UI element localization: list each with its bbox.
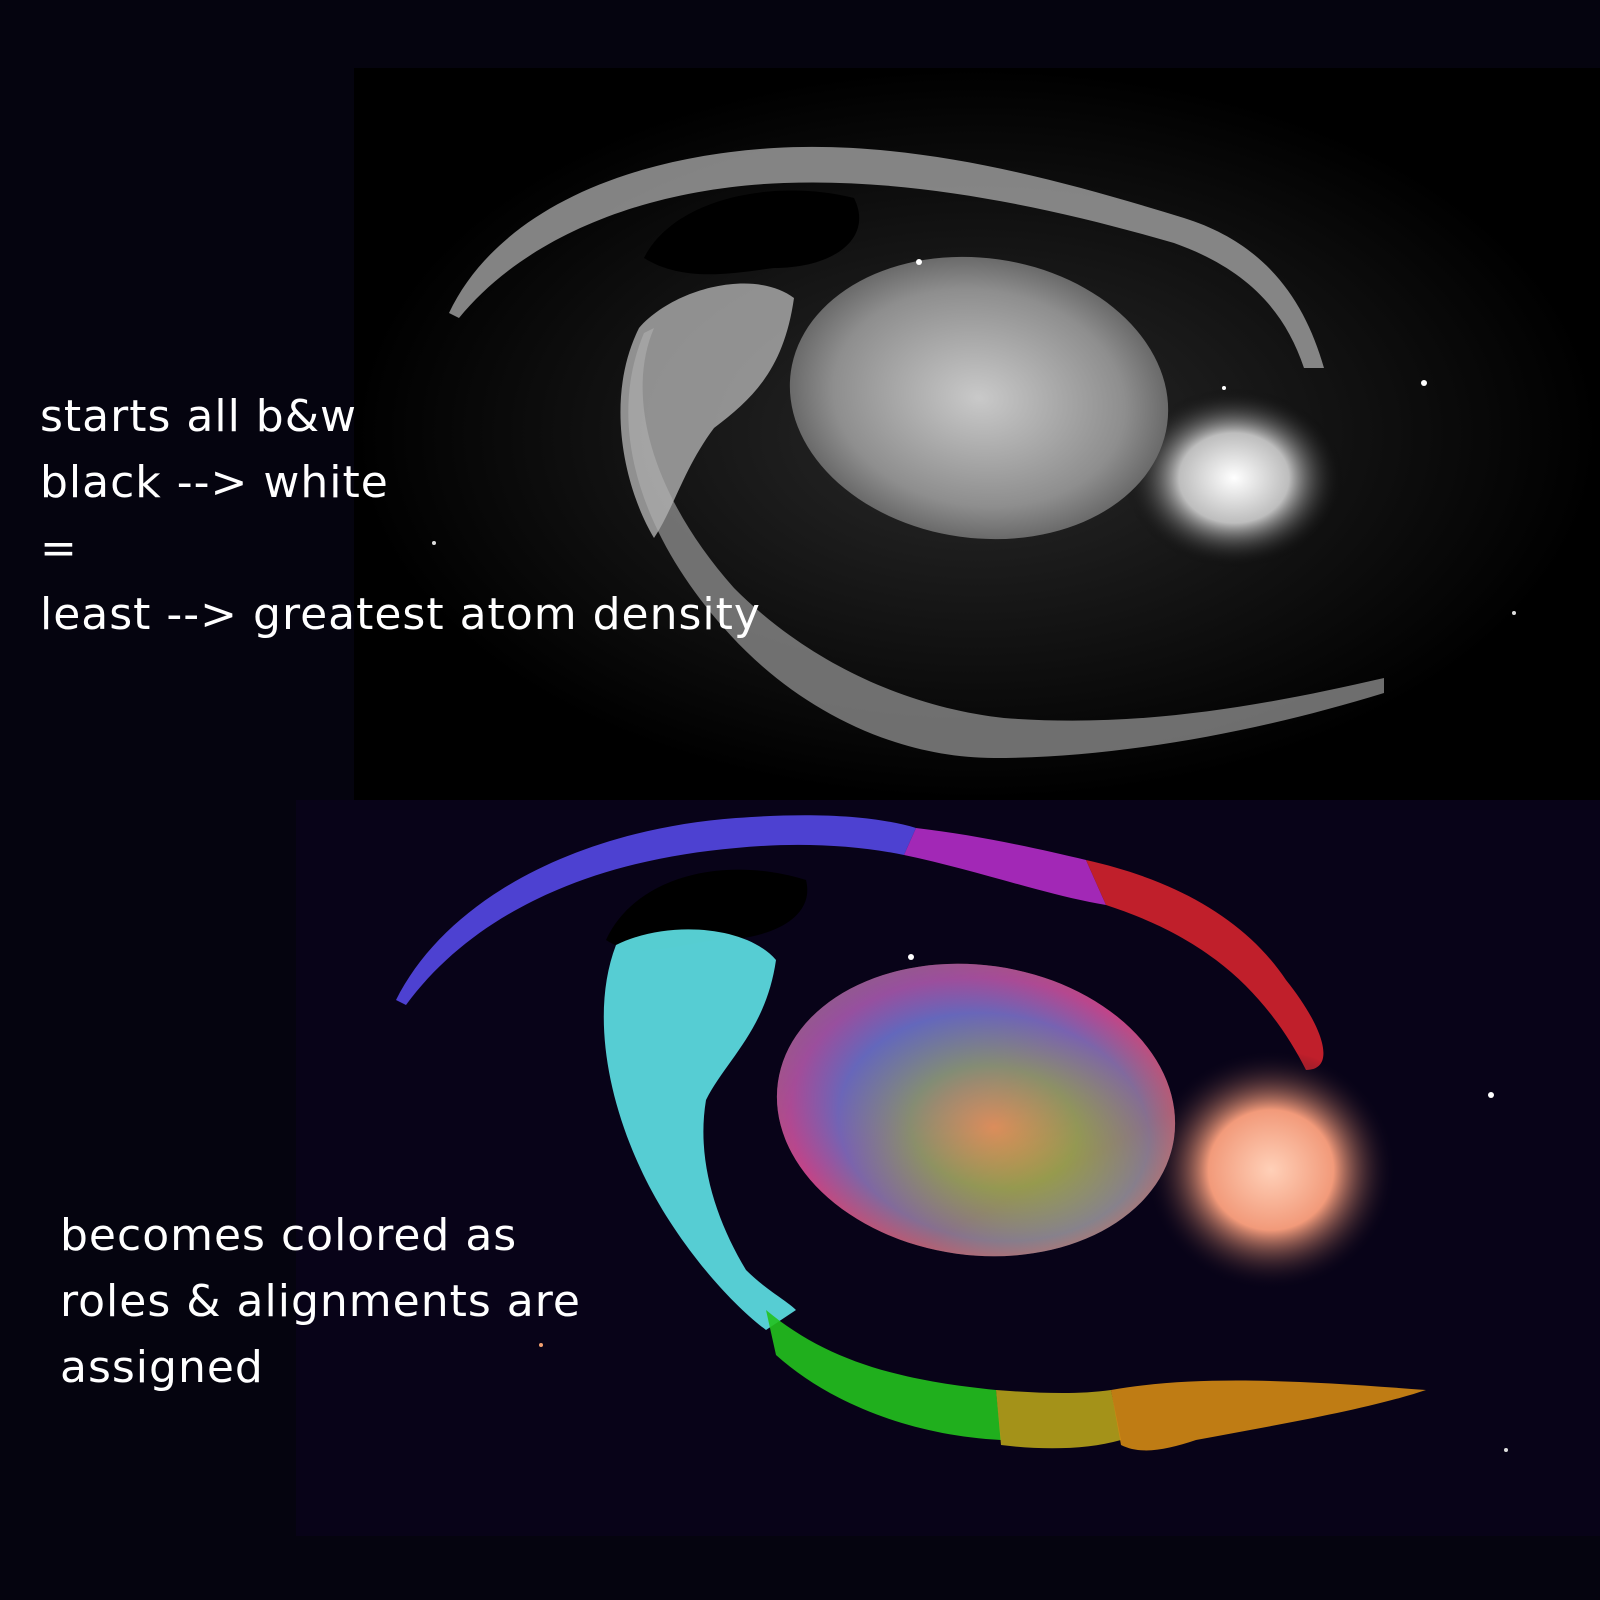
grayscale-density-image (354, 68, 1600, 800)
grayscale-galaxy-figure (354, 68, 1600, 800)
bright-cluster (1146, 1050, 1396, 1290)
arm-segment-cyan (603, 929, 796, 1330)
star (1512, 611, 1516, 615)
caption-line: = (40, 523, 78, 574)
bright-cluster (1124, 388, 1344, 568)
arc-segment-magenta (904, 828, 1106, 905)
left-arm-bright (620, 283, 794, 538)
upper-arc (449, 146, 1324, 368)
arc-segment-blue (396, 815, 916, 1005)
caption-line: assigned (60, 1342, 264, 1393)
caption-line: least --> greatest atom density (40, 589, 761, 640)
dark-cavity (644, 190, 860, 275)
colored-roles-image (296, 800, 1600, 1536)
caption-density: starts all b&w black --> white = least -… (40, 384, 761, 648)
star (432, 541, 436, 545)
star (1421, 380, 1427, 386)
galaxy-core-sweep (776, 963, 1176, 1257)
star (1504, 1448, 1508, 1452)
star (1488, 1092, 1494, 1098)
caption-line: starts all b&w (40, 391, 358, 442)
arm-segment-orange (1111, 1380, 1426, 1451)
caption-colored: becomes colored as roles & alignments ar… (60, 1203, 581, 1401)
galaxy-core (789, 256, 1169, 540)
caption-line: roles & alignments are (60, 1276, 581, 1327)
star (1222, 386, 1226, 390)
colored-galaxy-figure (396, 815, 1508, 1452)
dark-cavity (606, 869, 808, 951)
caption-line: becomes colored as (60, 1210, 518, 1261)
caption-line: black --> white (40, 457, 389, 508)
arm-segment-yellow (996, 1390, 1121, 1449)
star (908, 954, 914, 960)
arm-segment-green (766, 1310, 1001, 1440)
arc-segment-red (1086, 860, 1324, 1070)
star (916, 259, 922, 265)
star (539, 1343, 543, 1347)
